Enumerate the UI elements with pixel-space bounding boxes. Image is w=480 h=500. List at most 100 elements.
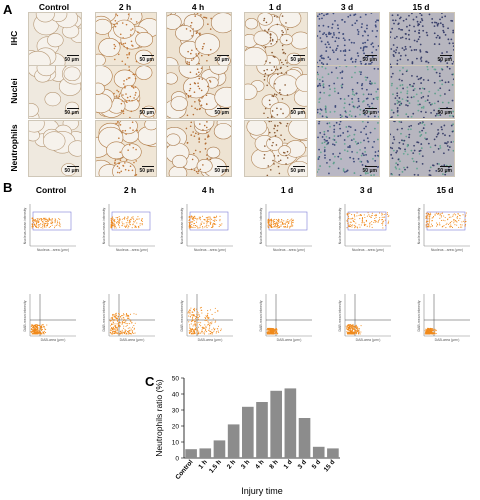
micrograph-r0-c0: 50 μm — [28, 12, 82, 66]
scale-bar-label: 50 μm — [362, 57, 377, 63]
scale-bar-label: 50 μm — [437, 57, 452, 63]
panel-b-column-0: Control — [35, 185, 67, 195]
bar-3 — [227, 424, 240, 458]
micrograph-r2-c5: 50 μm — [389, 120, 455, 177]
nucleus-flow-plot-4: Nucleus-mean intensity Nucleus - area (μm… — [338, 200, 391, 252]
flow-plot-ylabel: DAB-mean intensity — [180, 300, 184, 331]
panel-b-column-4: 3 d — [359, 185, 373, 195]
flow-plot-ylabel: Nucleus-mean intensity — [102, 208, 106, 245]
flow-plot-ylabel: DAB-mean intensity — [417, 300, 421, 331]
flow-plot-xlabel: Nucleus - area (μm²) — [37, 248, 69, 252]
x-tick-label-6: 8 h — [268, 459, 279, 471]
micrograph-r2-c2: 50 μm — [166, 120, 232, 177]
scale-bar-label: 50 μm — [290, 57, 305, 63]
scale-bar-label: 50 μm — [214, 110, 229, 116]
flow-plot-xlabel: Nucleus - area (μm²) — [194, 248, 226, 252]
panel-a-letter: A — [3, 2, 13, 17]
panel-a-column-5: 15 d — [412, 2, 430, 12]
nucleus-flow-plot-3: Nucleus-mean intensity Nucleus - area (μm… — [259, 200, 312, 252]
micrograph-r1-c0: 50 μm — [28, 65, 82, 119]
micrograph-r1-c4: 50 μm — [316, 65, 380, 119]
x-tick-label-4: 3 h — [240, 459, 251, 471]
micrograph-r1-c1: 50 μm — [95, 65, 157, 119]
dab-flow-plot-4: DAB-mean intensity DAB-area (μm²) — [338, 290, 391, 342]
scale-bar-label: 50 μm — [290, 168, 305, 174]
scale-bar-label: 50 μm — [64, 168, 79, 174]
x-tick-label-3: 2 h — [226, 459, 237, 471]
micrograph-r0-c2: 50 μm — [166, 12, 232, 66]
micrograph-r0-c5: 50 μm — [389, 12, 455, 66]
panel-b-column-1: 2 h — [123, 185, 137, 195]
y-tick-label-1: 10 — [172, 440, 180, 447]
y-tick-label-3: 30 — [172, 408, 180, 415]
scale-bar-label: 50 μm — [64, 110, 79, 116]
flow-plot-xlabel: DAB-area (μm²) — [198, 338, 223, 342]
bar-2 — [213, 440, 226, 458]
scale-bar-label: 50 μm — [214, 57, 229, 63]
scale-bar-label: 50 μm — [139, 57, 154, 63]
scale-bar-label: 50 μm — [64, 57, 79, 63]
flow-plot-xlabel: DAB-area (μm²) — [435, 338, 460, 342]
flow-plot-xlabel: Nucleus - area (μm²) — [273, 248, 305, 252]
dab-flow-plot-5: DAB-mean intensity DAB-area (μm²) — [417, 290, 470, 342]
bar-0 — [185, 449, 197, 458]
flow-plot-xlabel: DAB-area (μm²) — [41, 338, 66, 342]
y-tick-label-2: 20 — [172, 424, 180, 431]
flow-plot-ylabel: Nucleus-mean intensity — [180, 208, 184, 245]
panel-a-row-1: Nuclei — [9, 78, 19, 104]
y-tick-label-0: 0 — [175, 456, 179, 463]
dab-flow-plot-1: DAB-mean intensity DAB-area (μm²) — [102, 290, 155, 342]
panel-a-column-2: 4 h — [191, 2, 205, 12]
scale-bar-label: 50 μm — [362, 168, 377, 174]
bar-10 — [327, 448, 339, 458]
x-tick-label-9: 5 d — [311, 459, 322, 471]
flow-plot-ylabel: DAB-mean intensity — [102, 300, 106, 331]
panel-b-column-5: 15 d — [436, 185, 454, 195]
dab-flow-plot-2: DAB-mean intensity DAB-area (μm²) — [180, 290, 233, 342]
bar-5 — [256, 402, 268, 458]
micrograph-r2-c4: 50 μm — [316, 120, 380, 177]
micrograph-r0-c1: 50 μm — [95, 12, 157, 66]
bar-8 — [298, 418, 311, 458]
micrograph-r1-c2: 50 μm — [166, 65, 232, 119]
panel-a-column-0: Control — [38, 2, 70, 12]
bar-1 — [199, 448, 212, 458]
x-tick-label-2: 1.5 h — [208, 459, 223, 475]
x-tick-label-10: 15 d — [323, 459, 337, 473]
bar-9 — [312, 446, 325, 458]
panel-b-column-2: 4 h — [201, 185, 215, 195]
panel-a-row-0: IHC — [9, 30, 19, 46]
y-axis-label: Neutrophils ratio (%) — [154, 379, 164, 457]
scale-bar-label: 50 μm — [437, 110, 452, 116]
panel-a-column-1: 2 h — [118, 2, 132, 12]
scale-bar-label: 50 μm — [139, 110, 154, 116]
flow-plot-xlabel: DAB-area (μm²) — [356, 338, 381, 342]
scale-bar-label: 50 μm — [214, 168, 229, 174]
bar-4 — [242, 406, 254, 458]
nucleus-flow-plot-0: Nucleus-mean intensity Nucleus - area (μm… — [23, 200, 76, 252]
flow-plot-ylabel: DAB-mean intensity — [338, 300, 342, 331]
flow-plot-ylabel: Nucleus-mean intensity — [338, 208, 342, 245]
y-tick-label-4: 40 — [172, 392, 180, 399]
nucleus-flow-plot-1: Nucleus-mean intensity Nucleus - area (μm… — [102, 200, 155, 252]
scale-bar-label: 50 μm — [362, 110, 377, 116]
x-tick-label-7: 1 d — [282, 459, 293, 471]
panel-a-column-3: 1 d — [268, 2, 282, 12]
flow-plot-xlabel: Nucleus - area (μm²) — [352, 248, 384, 252]
flow-plot-ylabel: Nucleus-mean intensity — [259, 208, 263, 245]
y-tick-label-5: 50 — [172, 376, 180, 383]
panel-c-letter: C — [145, 374, 155, 389]
x-tick-label-1: 1 h — [197, 459, 208, 471]
micrograph-r1-c5: 50 μm — [389, 65, 455, 119]
nucleus-flow-plot-2: Nucleus-mean intensity Nucleus - area (μm… — [180, 200, 233, 252]
x-tick-label-8: 3 d — [297, 459, 308, 471]
panel-a-row-2: Neutrophils — [9, 123, 19, 172]
nucleus-flow-plot-5: Nucleus-mean intensity Nucleus - area (μm… — [417, 200, 470, 252]
flow-plot-xlabel: DAB-area (μm²) — [120, 338, 145, 342]
micrograph-r2-c0: 50 μm — [28, 120, 82, 177]
micrograph-r1-c3: 50 μm — [244, 65, 308, 119]
panel-b-column-3: 1 d — [280, 185, 294, 195]
scale-bar-label: 50 μm — [437, 168, 452, 174]
flow-plot-ylabel: DAB-mean intensity — [23, 300, 27, 331]
